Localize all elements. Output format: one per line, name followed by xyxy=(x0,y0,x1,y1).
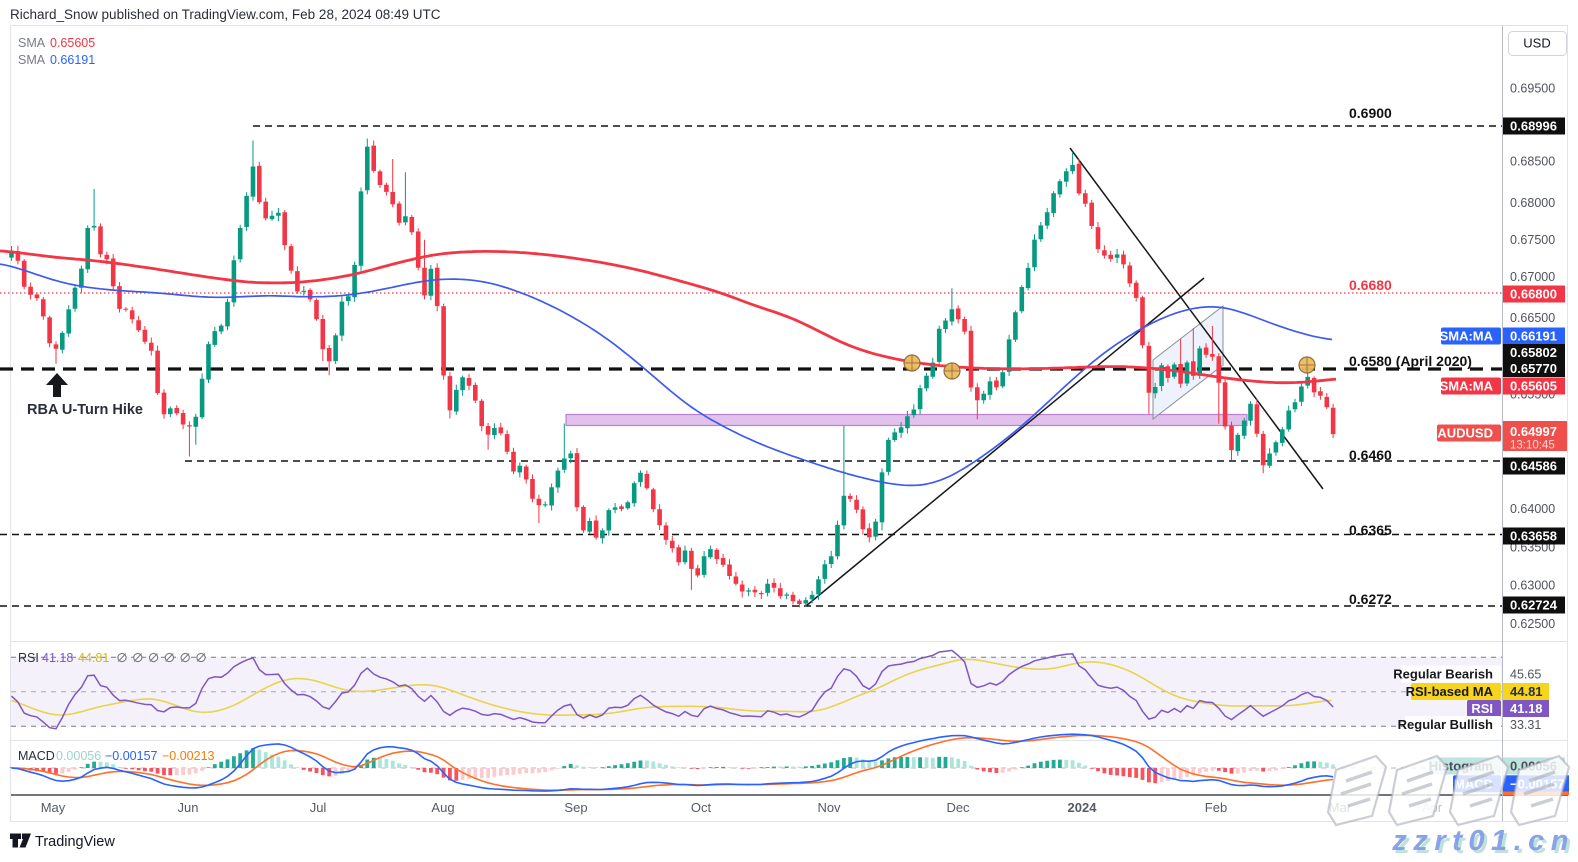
svg-text:SMA:MA: SMA:MA xyxy=(1440,379,1494,394)
svg-text:Dec: Dec xyxy=(946,800,970,815)
svg-text:RSI-based MA: RSI-based MA xyxy=(1406,684,1494,699)
svg-text:2024: 2024 xyxy=(1068,800,1098,815)
svg-text:Jun: Jun xyxy=(178,800,199,815)
svg-text:Oct: Oct xyxy=(691,800,712,815)
svg-text:SMA: SMA xyxy=(18,36,46,50)
svg-text:0.6365: 0.6365 xyxy=(1349,522,1392,538)
svg-text:0.6900: 0.6900 xyxy=(1349,105,1392,121)
svg-text:Regular Bearish: Regular Bearish xyxy=(1393,667,1493,682)
svg-text:33.31: 33.31 xyxy=(1510,718,1541,732)
svg-text:Feb: Feb xyxy=(1205,800,1227,815)
svg-text:0.66191: 0.66191 xyxy=(50,53,95,67)
svg-text:Sep: Sep xyxy=(564,800,587,815)
svg-text:−0.00213: −0.00213 xyxy=(162,749,215,763)
svg-text:0.68996: 0.68996 xyxy=(1510,119,1557,134)
svg-text:RSI: RSI xyxy=(1471,701,1493,716)
svg-text:41.18: 41.18 xyxy=(42,651,73,665)
svg-text:0.65605: 0.65605 xyxy=(1510,379,1557,394)
svg-text:0.6680: 0.6680 xyxy=(1349,277,1392,293)
svg-text:0.62500: 0.62500 xyxy=(1510,617,1555,631)
svg-text:45.65: 45.65 xyxy=(1510,668,1541,682)
svg-text:44.81: 44.81 xyxy=(78,651,109,665)
svg-text:MACD: MACD xyxy=(18,749,55,763)
svg-text:0.64000: 0.64000 xyxy=(1510,502,1555,516)
svg-text:Regular Bullish: Regular Bullish xyxy=(1398,717,1493,732)
svg-text:RSI: RSI xyxy=(18,651,39,665)
svg-text:AUDUSD: AUDUSD xyxy=(1437,426,1493,441)
svg-text:Nov: Nov xyxy=(817,800,841,815)
svg-text:Jul: Jul xyxy=(310,800,327,815)
svg-text:0.6580 (April 2020): 0.6580 (April 2020) xyxy=(1349,353,1472,369)
svg-text:0.69500: 0.69500 xyxy=(1510,82,1555,96)
svg-text:0.6460: 0.6460 xyxy=(1349,447,1392,463)
svg-text:zzrt01.cn: zzrt01.cn xyxy=(1391,825,1575,857)
svg-text:0.66500: 0.66500 xyxy=(1510,311,1555,325)
svg-text:0.64997: 0.64997 xyxy=(1510,424,1557,439)
svg-text:0.67000: 0.67000 xyxy=(1510,270,1555,284)
svg-text:0.66800: 0.66800 xyxy=(1510,287,1557,302)
svg-text:0.65802: 0.65802 xyxy=(1510,345,1557,360)
svg-text:USD: USD xyxy=(1523,36,1550,51)
svg-text:0.68000: 0.68000 xyxy=(1510,196,1555,210)
svg-text:Richard_Snow published on Trad: Richard_Snow published on TradingView.co… xyxy=(10,7,441,22)
svg-text:0.65605: 0.65605 xyxy=(50,36,95,50)
svg-text:13:10:45: 13:10:45 xyxy=(1510,440,1555,452)
svg-text:44.81: 44.81 xyxy=(1510,684,1543,699)
svg-text:May: May xyxy=(41,800,66,815)
svg-text:0.63000: 0.63000 xyxy=(1510,579,1555,593)
svg-text:0.00056: 0.00056 xyxy=(56,749,101,763)
svg-text:0.63658: 0.63658 xyxy=(1510,529,1557,544)
svg-text:0.6272: 0.6272 xyxy=(1349,591,1392,607)
svg-text:0.65770: 0.65770 xyxy=(1510,361,1557,376)
svg-text:0.62724: 0.62724 xyxy=(1510,598,1558,613)
svg-text:0.66191: 0.66191 xyxy=(1510,329,1557,344)
svg-text:0.67500: 0.67500 xyxy=(1510,233,1555,247)
svg-text:TradingView: TradingView xyxy=(35,834,115,850)
svg-text:0.68500: 0.68500 xyxy=(1510,155,1555,169)
svg-text:RBA U-Turn Hike: RBA U-Turn Hike xyxy=(27,402,143,418)
svg-text:−0.00157: −0.00157 xyxy=(105,749,158,763)
svg-text:41.18: 41.18 xyxy=(1510,701,1543,716)
svg-text:SMA:MA: SMA:MA xyxy=(1440,329,1494,344)
svg-text:Aug: Aug xyxy=(431,800,454,815)
svg-text:SMA: SMA xyxy=(18,53,46,67)
svg-text:0.64586: 0.64586 xyxy=(1510,459,1557,474)
svg-text:zzrt01.cn: zzrt01.cn xyxy=(1394,828,1578,857)
